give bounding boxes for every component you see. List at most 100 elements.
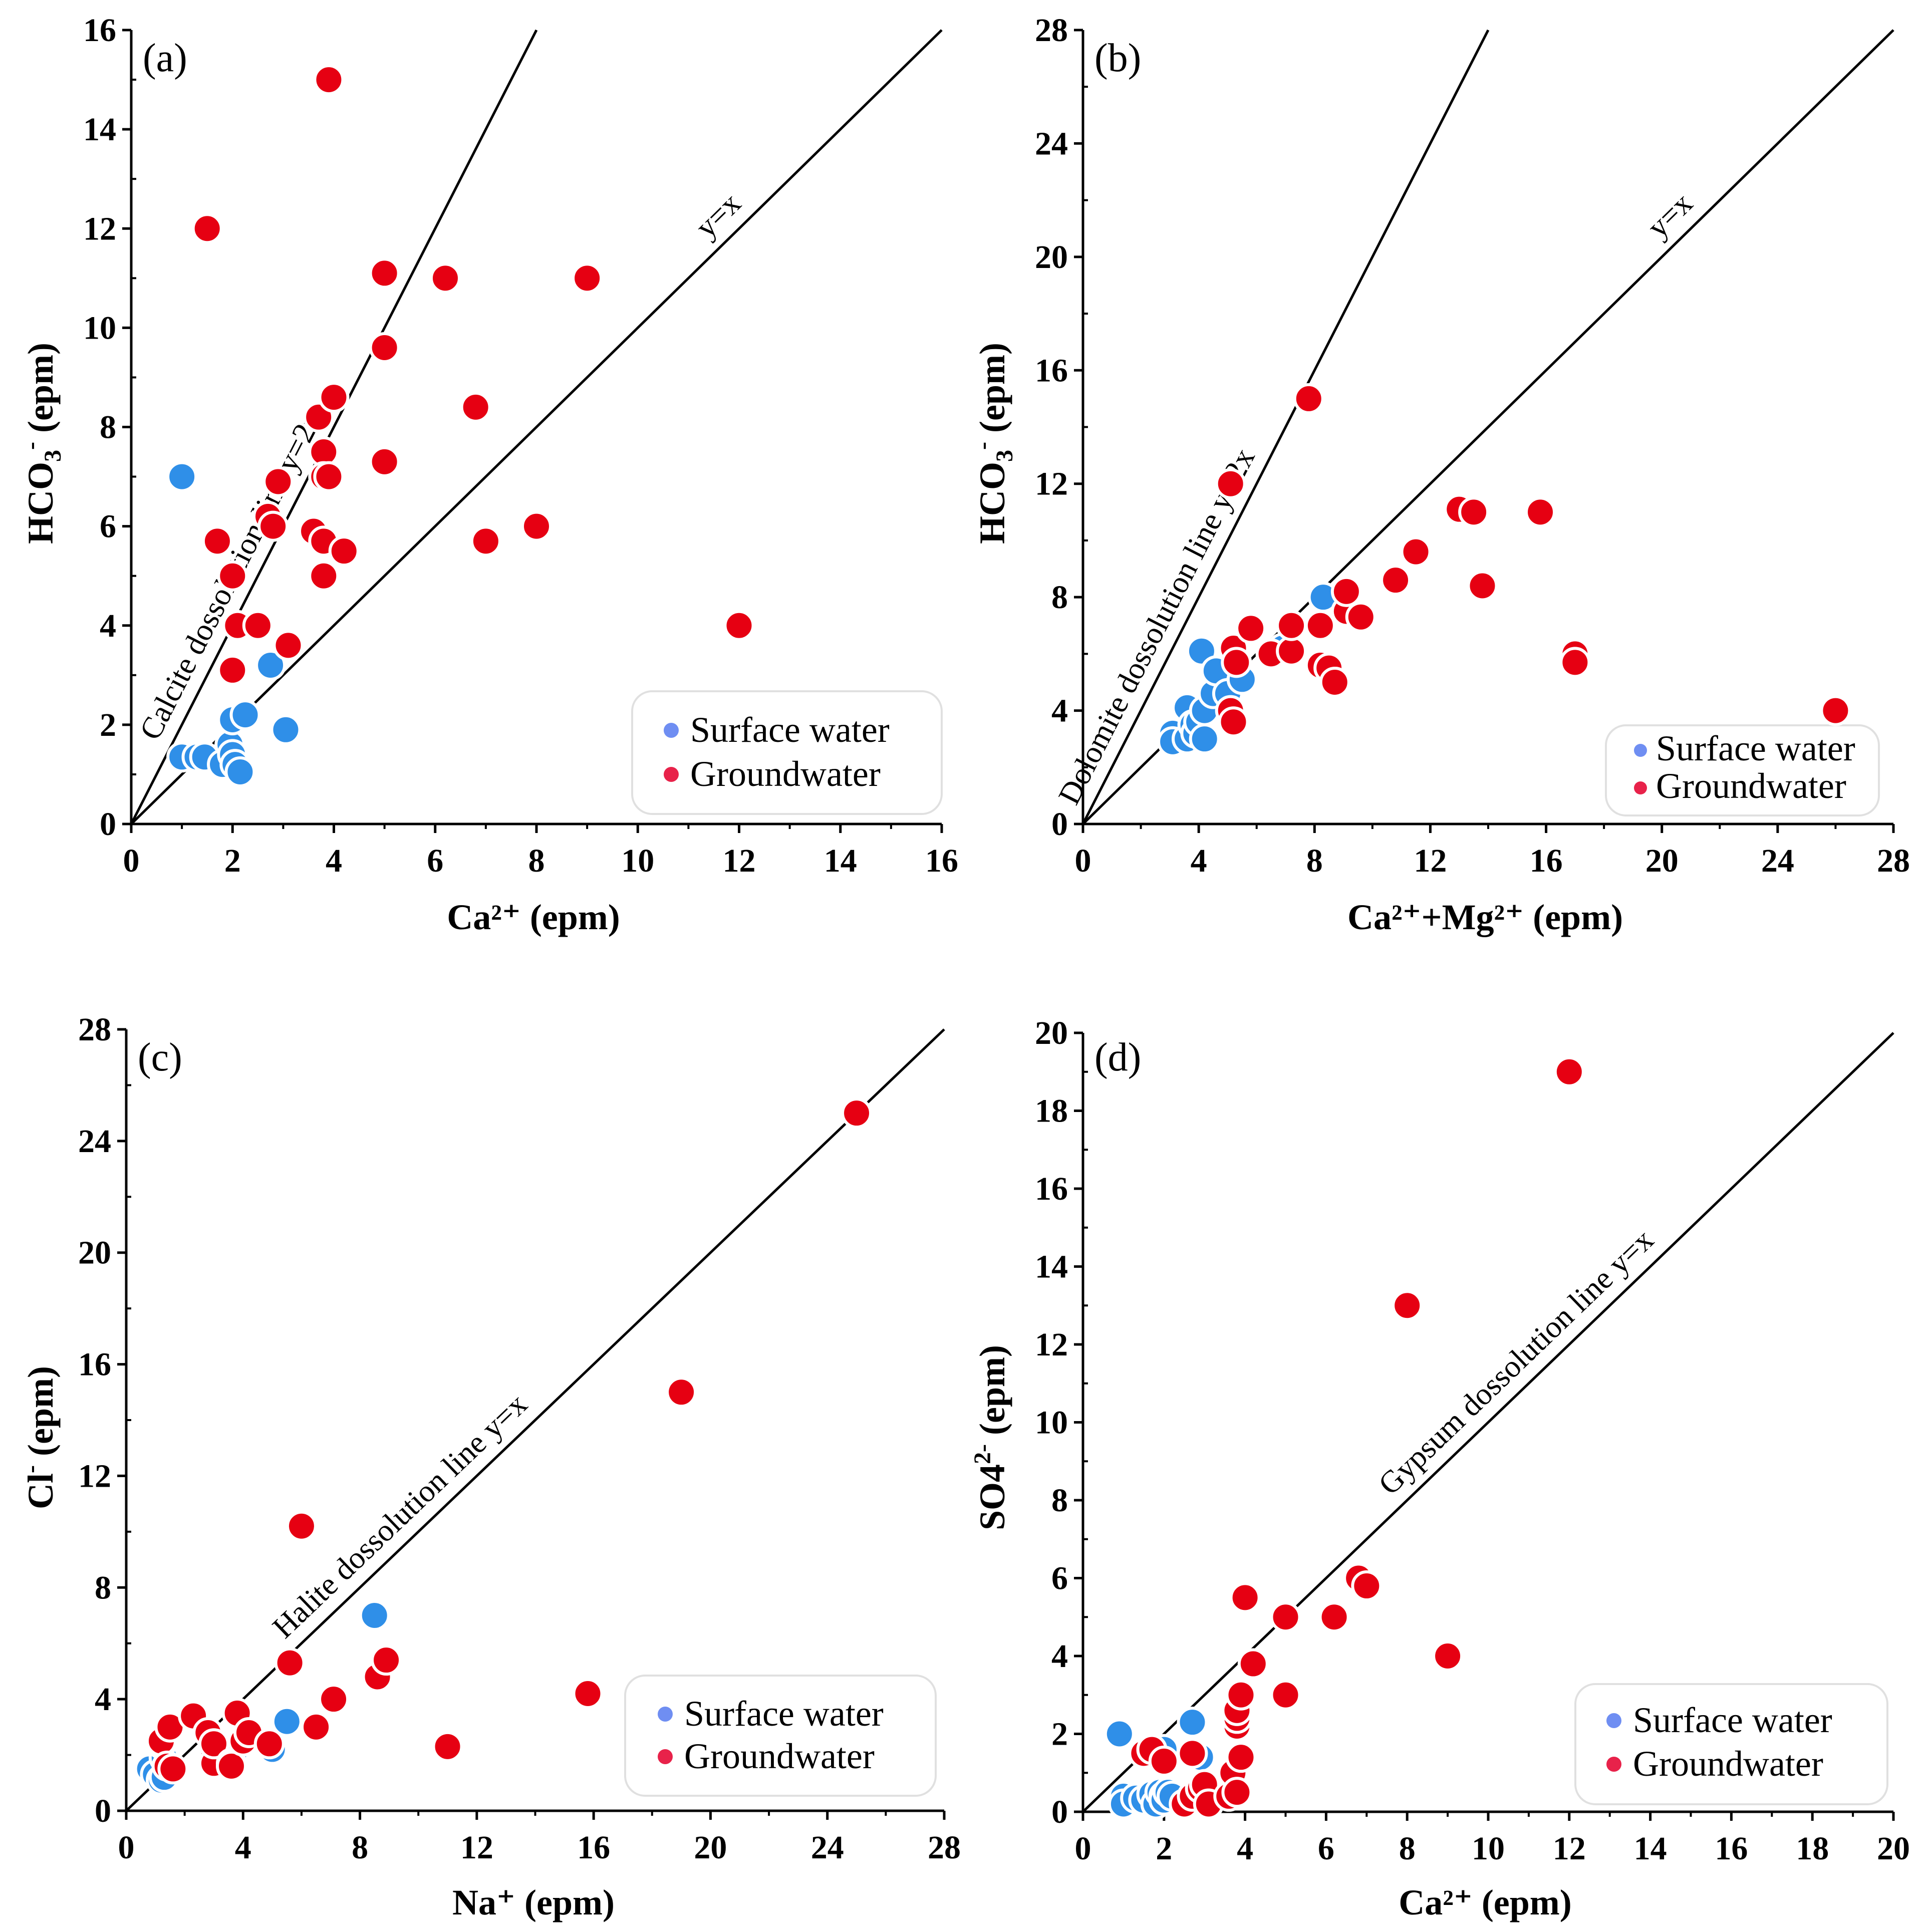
x-tick-label: 8: [1399, 1830, 1416, 1867]
x-tick-label: 2: [224, 843, 241, 879]
legend-label-surface: Surface water: [1633, 1700, 1832, 1740]
data-point: [191, 213, 223, 244]
x-tick-label: 14: [1634, 1830, 1667, 1867]
x-tick-label: 14: [824, 843, 857, 879]
data-point: [1293, 383, 1324, 414]
data-point: [1318, 1601, 1350, 1633]
y-tick-label: 6: [1051, 1560, 1068, 1597]
x-tick-label: 24: [1761, 843, 1794, 879]
data-point: [1189, 723, 1220, 755]
data-point: [1270, 1601, 1301, 1633]
data-point: [308, 560, 340, 592]
data-point: [723, 610, 755, 641]
y-tick-label: 28: [1035, 12, 1068, 49]
x-tick-label: 2: [1156, 1830, 1172, 1867]
data-point: [1237, 1648, 1269, 1680]
legend-marker-ground: [1634, 781, 1647, 794]
data-point: [217, 654, 248, 686]
data-point: [1177, 1738, 1208, 1769]
data-point: [1177, 1707, 1208, 1738]
data-point: [201, 525, 233, 557]
x-tick-label: 28: [928, 1829, 961, 1866]
y-tick-label: 8: [100, 409, 116, 446]
legend-label-ground: Groundwater: [690, 754, 881, 794]
x-tick-label: 28: [1877, 843, 1910, 879]
panel-a: (a) Ca²⁺ (epm) HCO3- (epm) Surface water…: [18, 12, 958, 937]
legend-box: [1605, 724, 1880, 816]
data-point: [313, 64, 345, 96]
data-point: [1229, 1582, 1261, 1613]
reference-line-label: Gypsum dossolution line y=x: [1372, 1223, 1660, 1502]
x-tick-label: 0: [1075, 843, 1091, 879]
legend-label-surface: Surface water: [684, 1694, 884, 1734]
panel-label: (a): [143, 36, 187, 80]
y-axis-title-sup: -: [18, 1465, 44, 1473]
data-point: [1276, 635, 1307, 667]
data-point: [301, 1711, 332, 1743]
data-point: [1525, 496, 1556, 528]
panel-d: (d) Ca²⁺ (epm) SO42- (epm) Surface water…: [969, 1015, 1910, 1922]
data-point: [1221, 647, 1252, 678]
reference-line: [125, 1028, 945, 1812]
data-point: [460, 391, 491, 423]
data-point: [1221, 1777, 1253, 1808]
x-tick-label: 16: [577, 1829, 610, 1866]
axes: 0 2 4 6 8 10 12 14 16 0 2 4 6 8 10 12 14 16: [83, 12, 958, 879]
data-point: [572, 262, 603, 294]
y-tick-label: 12: [1035, 1326, 1068, 1363]
axes: 0 2 4 6 8 10 12 14 16 18 20 0 2 4 6 8 10 12 14 16 18 20: [1035, 1015, 1910, 1867]
x-axis-title: Ca²⁺+Mg²⁺ (epm): [1347, 897, 1623, 937]
data-point: [369, 446, 400, 477]
y-tick-label: 16: [1035, 1171, 1068, 1207]
legend-marker-surface: [664, 723, 679, 738]
data-point: [286, 1510, 317, 1542]
x-tick-label: 16: [1530, 843, 1563, 879]
reference-line-label: y=x: [1640, 186, 1699, 244]
x-tick-label: 8: [528, 843, 545, 879]
legend-box: [1574, 1683, 1888, 1805]
y-tick-label: 2: [1051, 1716, 1068, 1753]
x-axis-title: Ca²⁺ (epm): [1399, 1882, 1572, 1922]
legend-marker-surface: [1634, 744, 1647, 757]
y-tick-label: 4: [95, 1681, 111, 1718]
x-tick-label: 20: [694, 1829, 727, 1866]
x-axis-title: Na⁺ (epm): [452, 1882, 615, 1922]
y-axis-title-main: SO4: [972, 1464, 1012, 1530]
x-tick-label: 10: [1472, 1830, 1505, 1867]
data-point: [272, 630, 304, 661]
x-tick-label: 8: [352, 1829, 368, 1866]
data-point: [429, 262, 461, 294]
data-point: [1270, 1679, 1301, 1711]
y-axis-title: HCO3- (epm): [969, 343, 1018, 544]
x-tick-label: 18: [1796, 1830, 1829, 1867]
reference-line-label: y=x: [689, 186, 747, 244]
data-point: [1351, 1570, 1383, 1602]
y-tick-label: 0: [100, 806, 116, 843]
y-tick-label: 8: [1051, 579, 1068, 616]
data-point: [257, 510, 289, 542]
x-tick-label: 10: [621, 843, 654, 879]
data-point: [1235, 613, 1267, 644]
panel-label: (c): [138, 1035, 182, 1079]
data-point: [371, 1644, 402, 1676]
data-point: [166, 461, 198, 492]
legend: Surface water Groundwater: [631, 690, 943, 815]
legend-label-ground: Groundwater: [1656, 766, 1846, 806]
y-axis-title: HCO3- (epm): [18, 343, 66, 544]
data-point: [224, 756, 256, 787]
y-axis-title-main: HCO: [21, 462, 61, 544]
y-tick-label: 24: [1035, 125, 1068, 162]
y-axis-title-sup: -: [969, 442, 996, 450]
x-tick-label: 8: [1306, 843, 1323, 879]
y-tick-label: 0: [95, 1793, 111, 1829]
y-tick-label: 8: [95, 1569, 111, 1606]
data-point: [255, 650, 287, 681]
y-axis-title: SO42- (epm): [969, 1345, 1012, 1530]
x-tick-label: 12: [723, 843, 756, 879]
y-tick-label: 2: [100, 707, 116, 743]
y-tick-label: 8: [1051, 1482, 1068, 1519]
y-tick-label: 10: [83, 310, 116, 346]
data-point: [242, 610, 273, 641]
y-tick-label: 14: [1035, 1249, 1068, 1285]
data-point: [1104, 1718, 1135, 1750]
